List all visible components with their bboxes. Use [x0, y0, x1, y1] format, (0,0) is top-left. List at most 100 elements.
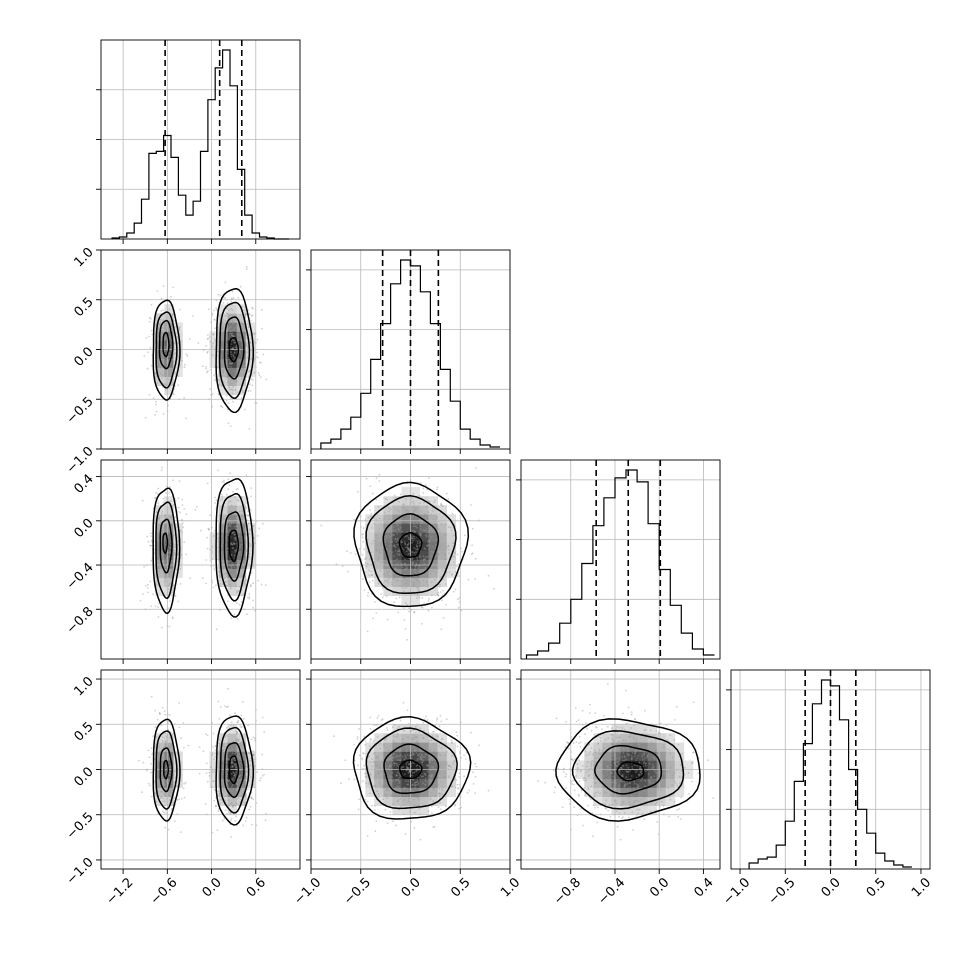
scatter-point — [179, 340, 182, 343]
scatter-point — [218, 792, 221, 795]
x-tick-label: −0.6 — [148, 875, 181, 908]
scatter-point — [241, 594, 243, 597]
scatter-point — [493, 587, 495, 590]
scatter-point — [150, 364, 153, 367]
scatter-point — [414, 749, 416, 752]
scatter-point — [428, 569, 431, 572]
scatter-point — [243, 528, 246, 530]
density-cell — [383, 787, 393, 797]
density-cell — [602, 760, 612, 770]
scatter-point — [226, 770, 229, 773]
scatter-point — [249, 764, 252, 767]
scatter-point — [235, 380, 238, 383]
scatter-point — [437, 806, 440, 808]
scatter-point — [387, 760, 390, 763]
scatter-point — [364, 558, 366, 561]
scatter-point — [420, 734, 423, 736]
scatter-point — [238, 738, 241, 741]
scatter-point — [617, 760, 620, 763]
scatter-point — [624, 784, 626, 787]
density-cell — [629, 778, 639, 788]
scatter-point — [626, 795, 629, 798]
scatter-point — [593, 749, 596, 752]
scatter-point — [424, 556, 427, 559]
scatter-point — [158, 568, 161, 571]
scatter-point — [167, 536, 170, 538]
scatter-point — [433, 748, 436, 750]
contour-line — [353, 481, 470, 608]
scatter-point — [567, 741, 569, 744]
scatter-point — [225, 580, 228, 583]
density-cell — [665, 787, 676, 797]
scatter-point — [370, 551, 372, 554]
scatter-point — [237, 796, 240, 799]
scatter-point — [164, 357, 167, 359]
scatter-point — [261, 753, 264, 756]
scatter-point — [572, 783, 575, 786]
density-cell — [227, 805, 237, 816]
scatter-point — [630, 794, 633, 797]
scatter-point — [216, 354, 219, 357]
scatter-point — [226, 312, 229, 315]
scatter-point — [222, 370, 225, 372]
scatter-point — [225, 394, 228, 397]
scatter-point — [622, 747, 625, 750]
scatter-point — [213, 758, 215, 761]
scatter-point — [438, 792, 440, 795]
scatter-point — [442, 617, 445, 619]
scatter-point — [397, 733, 399, 736]
scatter-point — [608, 804, 611, 806]
scatter-point — [185, 353, 188, 356]
x-tick-label: 0.0 — [647, 875, 672, 900]
scatter-point — [226, 779, 229, 782]
scatter-point — [606, 764, 609, 767]
scatter-point — [156, 290, 159, 292]
scatter-point — [629, 786, 631, 789]
scatter-point — [420, 758, 423, 761]
density-cell — [164, 322, 174, 332]
scatter-point — [418, 494, 421, 497]
scatter-point — [609, 754, 612, 757]
scatter-point — [432, 545, 434, 548]
scatter-point — [411, 562, 414, 564]
scatter-point — [238, 338, 241, 341]
scatter-point — [227, 742, 230, 744]
scatter-point — [139, 599, 142, 602]
scatter-point — [154, 709, 157, 712]
scatter-point — [222, 568, 225, 570]
scatter-point — [421, 514, 424, 517]
scatter-point — [454, 571, 457, 573]
density-cell — [665, 778, 676, 788]
scatter-point — [161, 739, 164, 742]
density-cell — [173, 358, 183, 368]
scatter-point — [377, 505, 380, 508]
scatter-point — [411, 536, 413, 539]
scatter-point — [222, 743, 225, 746]
scatter-point — [228, 484, 231, 487]
panel-3-1-scatter — [333, 701, 490, 841]
scatter-point — [224, 809, 227, 812]
scatter-point — [416, 545, 418, 548]
scatter-point — [401, 566, 404, 569]
scatter-point — [221, 321, 224, 323]
scatter-point — [607, 683, 609, 685]
scatter-point — [447, 545, 450, 547]
scatter-point — [408, 746, 410, 749]
density-cell — [227, 505, 237, 515]
density-cell — [419, 760, 429, 770]
scatter-point — [220, 357, 222, 360]
scatter-point — [427, 609, 430, 612]
scatter-point — [458, 597, 461, 599]
scatter-point — [391, 759, 394, 762]
density-cell — [401, 760, 411, 770]
scatter-point — [412, 511, 415, 514]
scatter-point — [487, 789, 490, 792]
scatter-point — [391, 795, 393, 797]
scatter-point — [384, 497, 387, 500]
scatter-point — [405, 750, 408, 752]
scatter-point — [245, 578, 247, 580]
scatter-point — [393, 764, 396, 767]
scatter-point — [217, 537, 219, 539]
scatter-point — [451, 754, 454, 757]
scatter-point — [418, 570, 421, 573]
